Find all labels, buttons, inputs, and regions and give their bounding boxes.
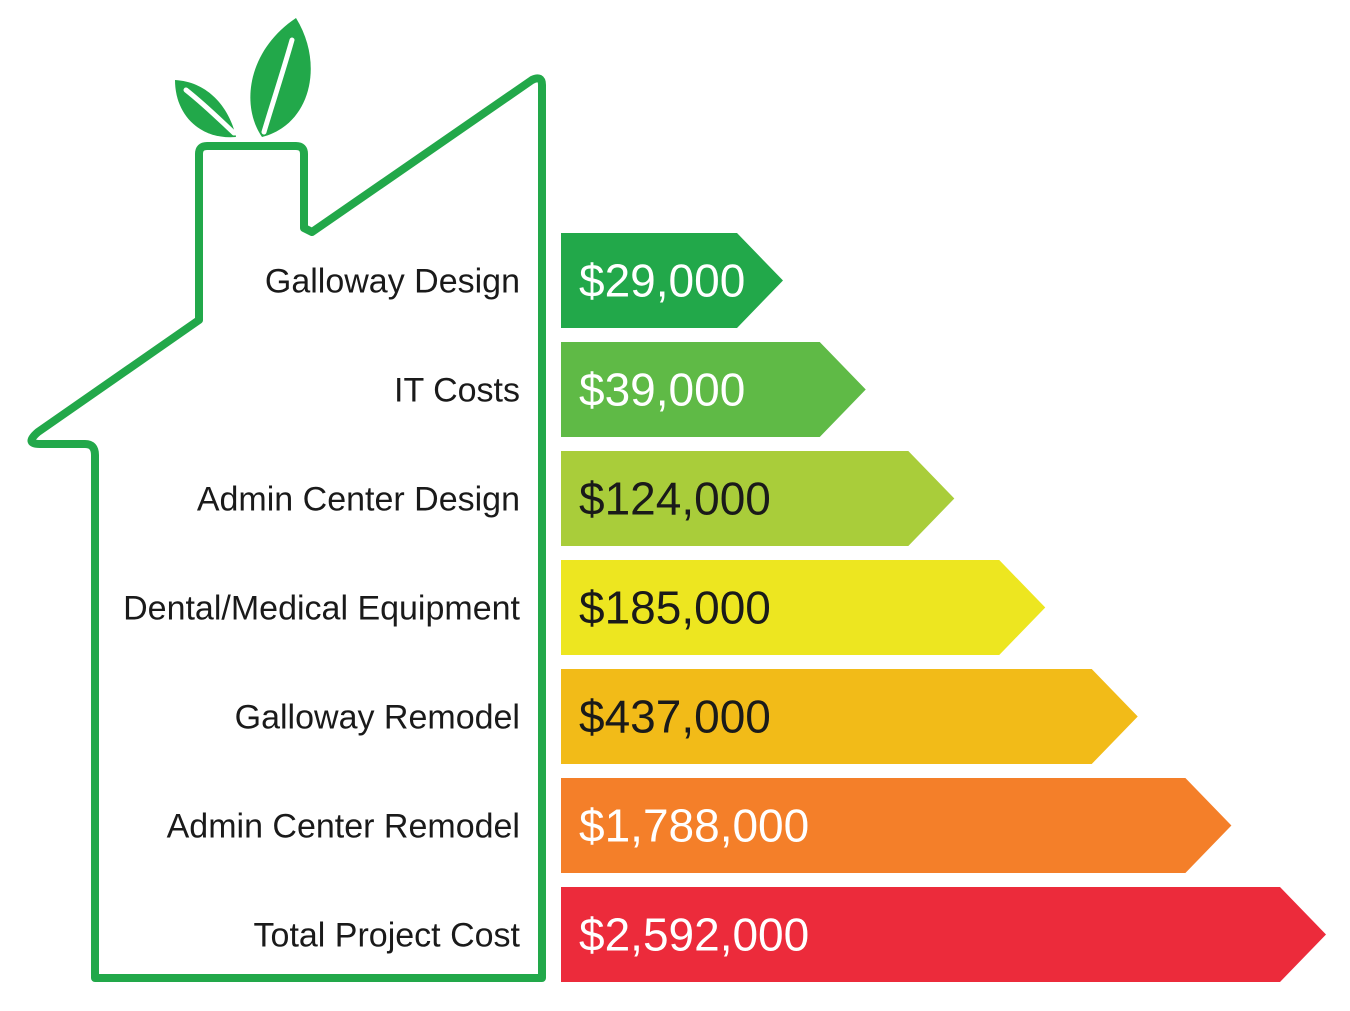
category-label: IT Costs <box>394 372 520 410</box>
bar-total-project-cost <box>561 887 1326 982</box>
bar-galloway-design <box>561 233 783 328</box>
category-label: Total Project Cost <box>254 917 521 955</box>
value-label: $29,000 <box>579 255 745 307</box>
house-outline-icon <box>27 74 546 982</box>
category-label: Dental/Medical Equipment <box>123 590 520 628</box>
category-label: Galloway Design <box>265 263 520 301</box>
bar-admin-center-remodel <box>561 778 1232 873</box>
category-label: Galloway Remodel <box>235 699 520 737</box>
value-label: $185,000 <box>579 582 771 634</box>
bars: $29,000 $39,000 $124,000 $185,000 $437,000 $1… <box>561 233 1326 982</box>
bar-dental-medical-equipment <box>561 560 1046 655</box>
bar-it-costs <box>561 342 866 437</box>
value-label: $1,788,000 <box>579 800 809 852</box>
value-label: $2,592,000 <box>579 909 809 961</box>
value-label: $437,000 <box>579 691 771 743</box>
bar-galloway-remodel <box>561 669 1138 764</box>
bar-admin-center-design <box>561 451 955 546</box>
value-label: $39,000 <box>579 364 745 416</box>
value-label: $124,000 <box>579 473 771 525</box>
category-labels: Galloway Design IT Costs Admin Center Desi… <box>123 263 520 955</box>
category-label: Admin Center Design <box>197 481 520 519</box>
leaf-sprout-icon <box>175 18 311 138</box>
category-label: Admin Center Remodel <box>167 808 520 846</box>
